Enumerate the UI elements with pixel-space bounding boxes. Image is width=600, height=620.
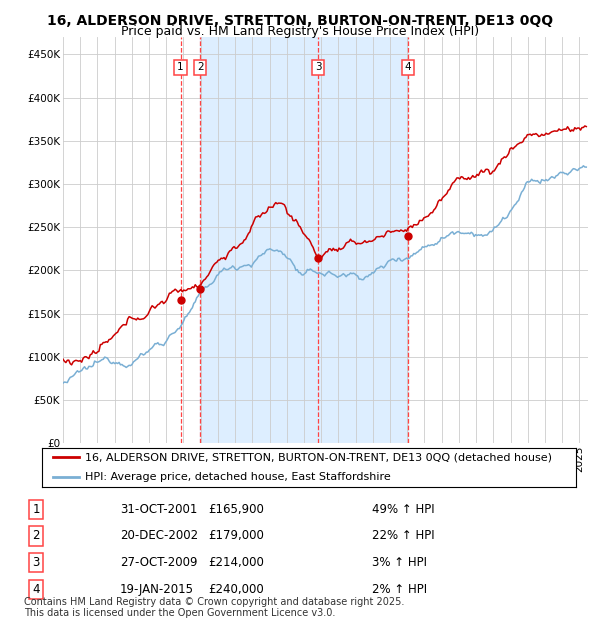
Text: Contains HM Land Registry data © Crown copyright and database right 2025.
This d: Contains HM Land Registry data © Crown c…: [24, 596, 404, 618]
Text: £214,000: £214,000: [208, 556, 264, 569]
Text: 4: 4: [405, 63, 412, 73]
Bar: [318, 37, 408, 443]
Text: 27-OCT-2009: 27-OCT-2009: [120, 556, 197, 569]
Text: 1: 1: [32, 503, 40, 516]
Text: £240,000: £240,000: [208, 583, 264, 596]
Text: 3: 3: [315, 63, 322, 73]
Bar: [200, 37, 318, 443]
Text: £165,900: £165,900: [208, 503, 264, 516]
Text: 20-DEC-2002: 20-DEC-2002: [120, 529, 198, 542]
Text: 22% ↑ HPI: 22% ↑ HPI: [372, 529, 434, 542]
Text: 16, ALDERSON DRIVE, STRETTON, BURTON-ON-TRENT, DE13 0QQ: 16, ALDERSON DRIVE, STRETTON, BURTON-ON-…: [47, 14, 553, 28]
Text: £179,000: £179,000: [208, 529, 264, 542]
Text: 16, ALDERSON DRIVE, STRETTON, BURTON-ON-TRENT, DE13 0QQ (detached house): 16, ALDERSON DRIVE, STRETTON, BURTON-ON-…: [85, 453, 552, 463]
Text: 1: 1: [177, 63, 184, 73]
Text: 2: 2: [32, 529, 40, 542]
Text: 31-OCT-2001: 31-OCT-2001: [120, 503, 197, 516]
Text: HPI: Average price, detached house, East Staffordshire: HPI: Average price, detached house, East…: [85, 472, 391, 482]
Text: 2: 2: [197, 63, 203, 73]
Text: 3% ↑ HPI: 3% ↑ HPI: [372, 556, 427, 569]
Text: 2% ↑ HPI: 2% ↑ HPI: [372, 583, 427, 596]
Text: 49% ↑ HPI: 49% ↑ HPI: [372, 503, 434, 516]
Text: 19-JAN-2015: 19-JAN-2015: [120, 583, 194, 596]
Text: 4: 4: [32, 583, 40, 596]
Text: Price paid vs. HM Land Registry's House Price Index (HPI): Price paid vs. HM Land Registry's House …: [121, 25, 479, 38]
Text: 3: 3: [32, 556, 40, 569]
